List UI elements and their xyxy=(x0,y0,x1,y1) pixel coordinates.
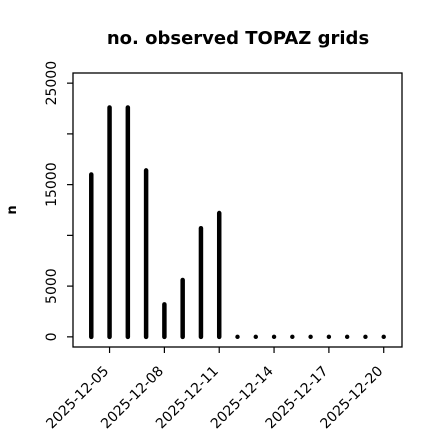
plot-layer: 0500015000250002025-12-052025-12-082025-… xyxy=(43,61,403,432)
bar-2025-12-13 xyxy=(253,334,258,340)
y-tick-label-0: 0 xyxy=(44,332,60,341)
y-tick-label-15000: 15000 xyxy=(44,162,60,207)
bar-2025-12-12 xyxy=(235,334,240,340)
plot-frame xyxy=(72,72,403,348)
y-tick-label-25000: 25000 xyxy=(44,61,60,106)
bar-2025-12-19 xyxy=(363,334,368,340)
bar-2025-12-18 xyxy=(344,334,350,340)
chart-title: no. observed TOPAZ grids xyxy=(107,28,369,49)
y-axis-label: n xyxy=(5,205,20,214)
bar-2025-12-15 xyxy=(290,334,295,340)
bar-2025-12-17 xyxy=(326,334,332,340)
bar-2025-12-16 xyxy=(308,334,313,340)
bar-2025-12-20 xyxy=(381,334,386,340)
y-tick-label-5000: 5000 xyxy=(44,268,60,304)
bar-2025-12-14 xyxy=(271,334,277,340)
